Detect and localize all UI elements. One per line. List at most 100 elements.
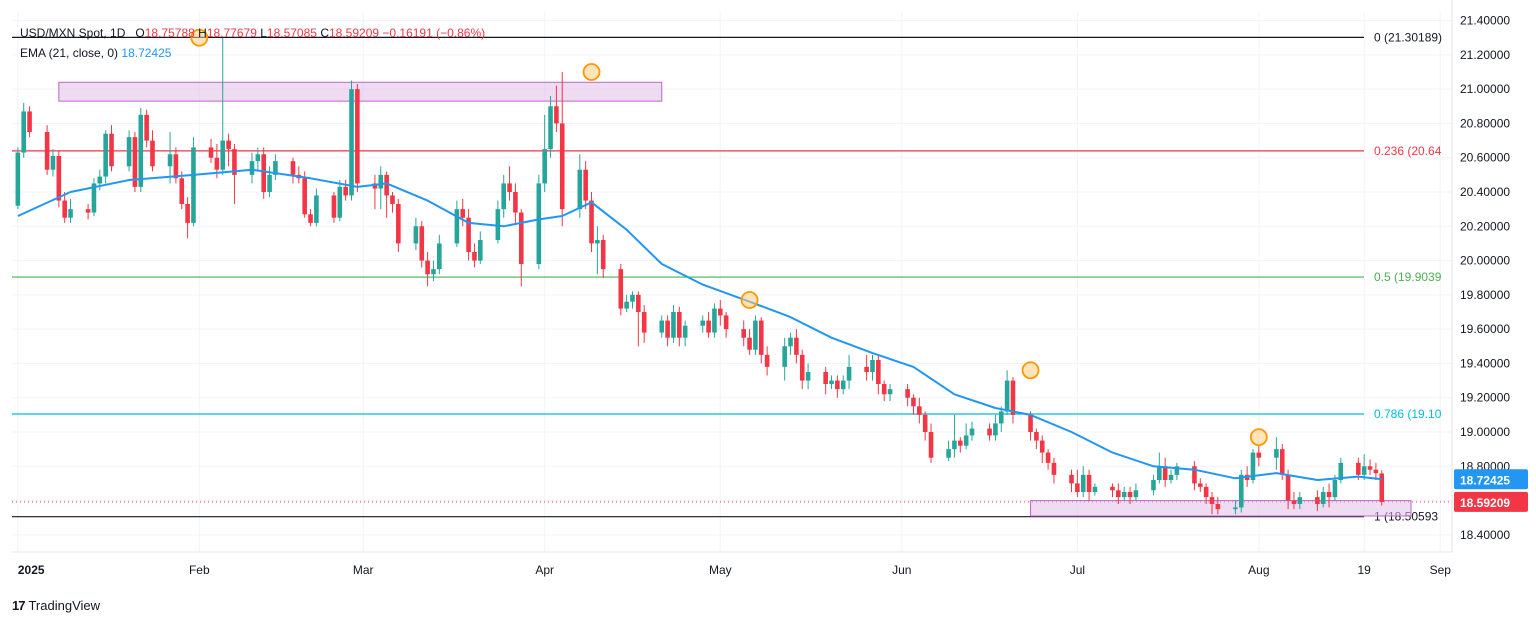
time-tick-label: 19	[1358, 563, 1372, 577]
candle-down	[396, 204, 401, 244]
candle-down	[835, 380, 840, 390]
candle-down	[472, 252, 477, 261]
tradingview-logo-icon: 17	[12, 598, 26, 613]
candle-up	[630, 294, 635, 302]
candle-up	[1004, 380, 1010, 412]
ema-row: EMA (21, close, 0) 18.72425	[20, 43, 485, 63]
candle-up	[167, 154, 173, 167]
candle-up	[437, 243, 442, 270]
swing-marker-circle	[740, 291, 759, 309]
price-tick-label: 20.80000	[1460, 116, 1510, 130]
candle-down	[1315, 497, 1320, 504]
price-tick-label: 19.40000	[1460, 356, 1510, 370]
time-tick-label: Sep	[1430, 563, 1452, 577]
candle-down	[144, 114, 149, 141]
candle-up	[220, 140, 226, 170]
candle-down	[1291, 500, 1297, 504]
candle-down	[331, 195, 337, 218]
candle-down	[618, 269, 624, 309]
candle-down	[261, 154, 267, 192]
candle-up	[1133, 490, 1139, 498]
candle-down	[132, 137, 138, 187]
candle-up	[840, 380, 846, 390]
candle-up	[1320, 492, 1326, 504]
close-label: C	[320, 26, 329, 40]
candle-up	[548, 106, 553, 150]
candle-up	[887, 389, 893, 395]
candle-up	[1361, 466, 1367, 475]
candle-down	[1367, 466, 1373, 470]
candle-up	[969, 428, 975, 436]
candle-up	[138, 114, 144, 187]
low-label: L	[260, 26, 267, 40]
time-tick-label: Aug	[1248, 563, 1269, 577]
ema-label[interactable]: EMA (21, close, 0)	[20, 46, 119, 60]
candle-up	[495, 209, 501, 240]
candle-up	[659, 320, 665, 333]
candle-up	[413, 226, 419, 244]
candle-up	[805, 372, 811, 381]
candle-down	[677, 312, 682, 338]
candle-down	[56, 156, 62, 201]
candle-down	[419, 226, 425, 261]
candle-up	[454, 209, 460, 244]
ema-line	[17, 168, 1382, 481]
candle-down	[109, 133, 114, 167]
candle-up	[1332, 480, 1338, 498]
candle-down	[150, 140, 155, 167]
candle-up	[577, 169, 583, 210]
candle-up	[91, 183, 97, 213]
candle-up	[1274, 449, 1279, 458]
symbol-label[interactable]: USD/MXN Spot, 1D	[20, 26, 126, 40]
highlight-zone	[1030, 500, 1412, 517]
time-tick-label: Apr	[535, 563, 554, 577]
ohlc-row: USD/MXN Spot, 1D O18.75788 H18.77679 L18…	[20, 23, 485, 43]
candle-down	[513, 192, 518, 213]
candle-down	[343, 186, 348, 196]
candle-down	[1086, 474, 1092, 492]
price-badge	[1454, 469, 1528, 490]
candle-up	[1238, 474, 1244, 508]
time-tick-label: Jun	[892, 563, 911, 577]
price-tick-label: 19.00000	[1460, 425, 1510, 439]
swing-marker-circle	[1249, 428, 1268, 447]
time-axis[interactable]: 2025 Feb Mar Apr May Jun Jul Aug 19 Sep	[12, 551, 1452, 577]
candle-down	[600, 240, 606, 270]
candle-down	[987, 428, 992, 436]
candle-up	[21, 111, 27, 153]
candle-down	[764, 354, 770, 367]
candle-up	[946, 449, 951, 458]
price-tick-label: 19.60000	[1460, 322, 1510, 336]
candle-down	[208, 147, 214, 158]
candle-up	[1174, 466, 1180, 475]
high-value: 18.77679	[206, 26, 257, 40]
candle-down	[1039, 440, 1045, 453]
price-tick-label: 21.00000	[1460, 82, 1510, 96]
candle-up	[103, 133, 108, 177]
candle-up	[273, 161, 278, 175]
candle-up	[1080, 474, 1086, 492]
candle-up	[68, 209, 73, 218]
candle-down	[290, 161, 296, 175]
price-tick-label: 20.60000	[1460, 151, 1510, 165]
candle-down	[62, 200, 67, 218]
candle-up	[682, 325, 688, 338]
candle-down	[460, 209, 466, 218]
candle-up	[1233, 507, 1238, 510]
candle-down	[589, 200, 594, 244]
candlesticks	[15, 37, 1385, 515]
candle-up	[963, 435, 969, 446]
low-value: 18.57085	[266, 26, 317, 40]
tradingview-brand[interactable]: 17 TradingView	[12, 598, 100, 613]
price-tick-label: 21.20000	[1460, 48, 1510, 62]
candle-up	[337, 186, 343, 218]
candle-up	[267, 174, 272, 192]
time-tick-label: May	[709, 563, 732, 577]
candle-down	[1192, 466, 1197, 484]
candle-down	[1209, 497, 1215, 504]
candle-down	[1116, 490, 1121, 498]
candle-down	[1203, 486, 1209, 498]
candle-down	[302, 178, 307, 215]
candle-up	[624, 301, 629, 309]
